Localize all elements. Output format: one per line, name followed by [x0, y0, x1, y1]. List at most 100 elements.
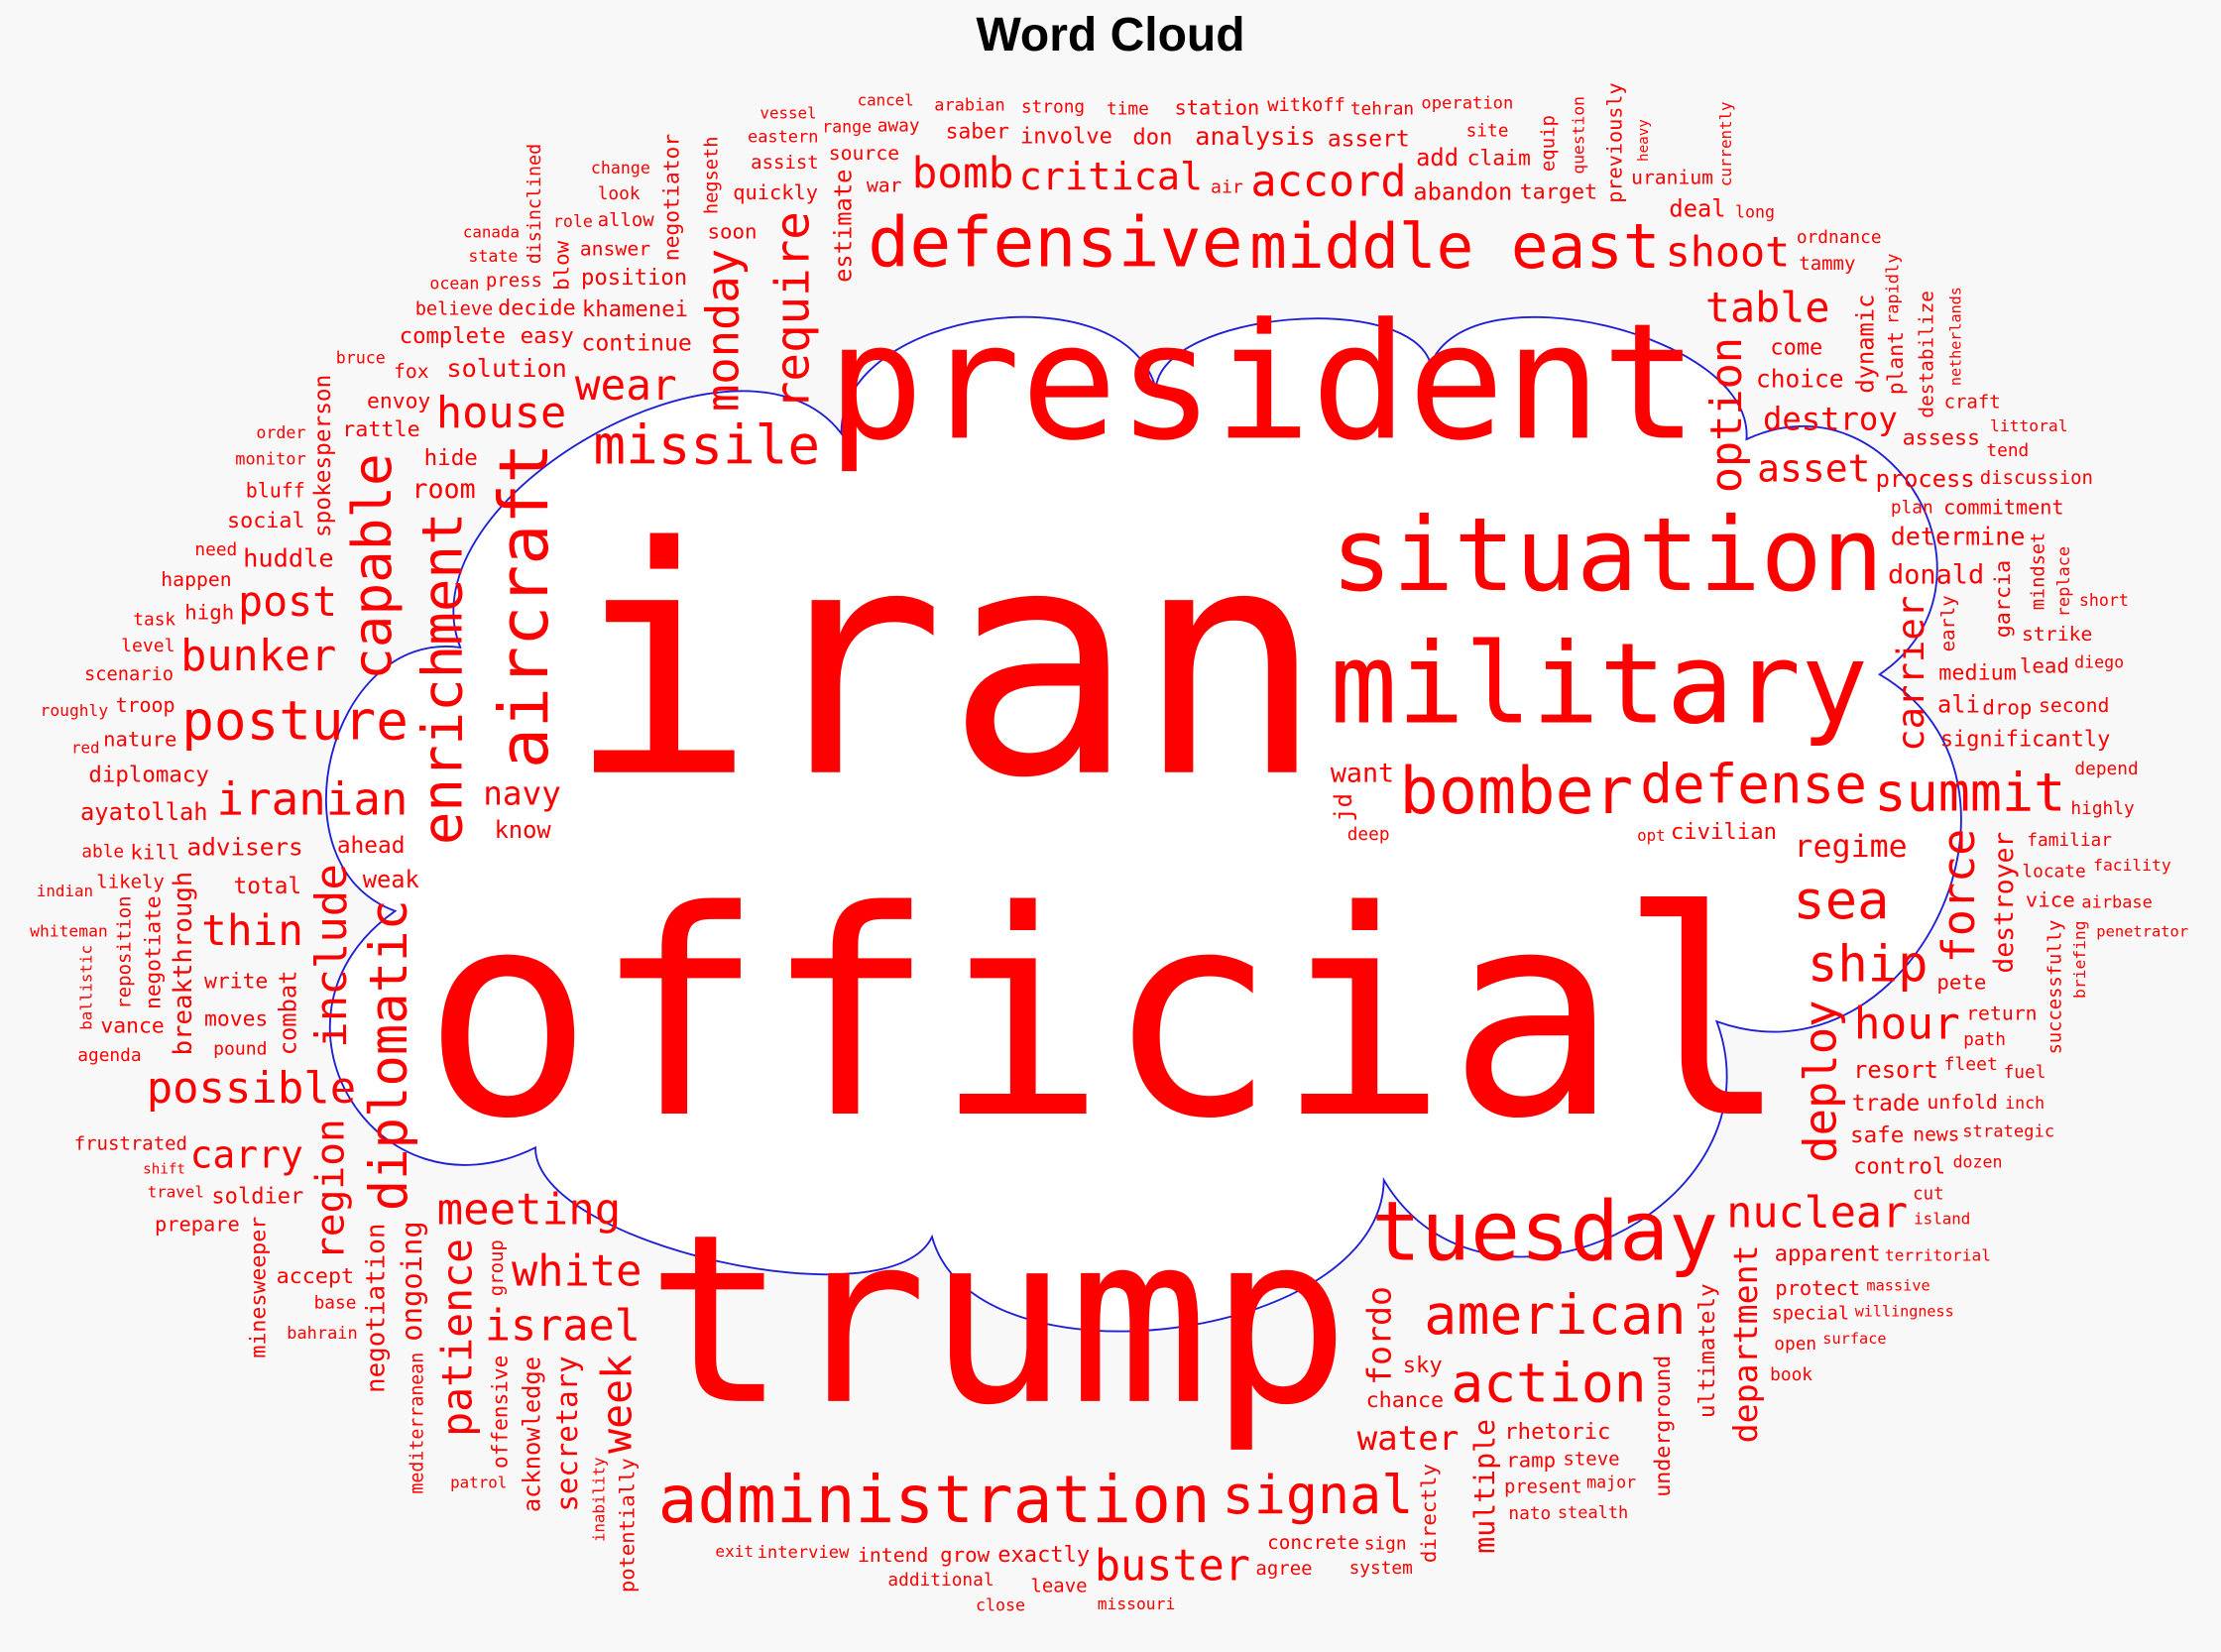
word-strike: strike: [2022, 623, 2092, 646]
word-water: water: [1357, 1419, 1460, 1459]
word-hour: hour: [1854, 999, 1960, 1049]
word-prepare: prepare: [155, 1212, 240, 1236]
word-facility: facility: [2093, 856, 2171, 875]
word-vice: vice: [2026, 887, 2075, 911]
word-minesweeper: minesweeper: [246, 1217, 271, 1358]
word-site: site: [1466, 121, 1509, 142]
word-significantly: significantly: [1940, 727, 2110, 752]
word-garcia: garcia: [1991, 560, 2016, 639]
cloud-outline: [324, 315, 1962, 1333]
word-envoy: envoy: [367, 389, 430, 413]
word-underground: underground: [1651, 1356, 1676, 1497]
word-previously: previously: [1603, 82, 1627, 202]
word-abandon: abandon: [1413, 177, 1512, 205]
word-weak: weak: [363, 866, 419, 893]
word-sky: sky: [1403, 1353, 1443, 1378]
word-familiar: familiar: [2027, 830, 2112, 851]
word-believe: believe: [415, 299, 494, 320]
word-trade: trade: [1852, 1091, 1921, 1117]
word-moves: moves: [204, 1007, 268, 1032]
word-bruce: bruce: [336, 348, 386, 367]
word-deploy: deploy: [1794, 1000, 1846, 1162]
word-opt: opt: [1637, 826, 1666, 845]
word-vessel: vessel: [760, 103, 816, 122]
word-mindset: mindset: [2028, 532, 2048, 611]
word-uranium: uranium: [1631, 166, 1713, 188]
word-israel: israel: [485, 1301, 641, 1351]
word-book: book: [1770, 1364, 1812, 1385]
word-highly: highly: [2070, 798, 2135, 819]
word-official: official: [422, 850, 1790, 1181]
word-diplomacy: diplomacy: [88, 762, 208, 787]
word-commitment: commitment: [1943, 496, 2063, 520]
word-missile: missile: [593, 413, 820, 476]
word-press: press: [486, 270, 542, 292]
word-diego: diego: [2074, 653, 2124, 672]
word-military: military: [1330, 619, 1868, 750]
word-dynamic: dynamic: [1852, 295, 1880, 394]
word-high: high: [184, 601, 234, 625]
word-possible: possible: [147, 1063, 356, 1114]
word-position: position: [581, 265, 687, 291]
word-change: change: [591, 159, 650, 177]
word-drop: drop: [1982, 695, 2032, 719]
word-offensive: offensive: [487, 1356, 512, 1469]
word-ballistic: ballistic: [77, 945, 96, 1030]
word-chance: chance: [1366, 1388, 1445, 1413]
word-happen: happen: [161, 568, 231, 591]
word-hegseth: hegseth: [701, 137, 722, 215]
word-negotiator: negotiator: [659, 134, 684, 262]
word-advisers: advisers: [187, 833, 303, 862]
word-ahead: ahead: [337, 833, 406, 859]
word-dozen: dozen: [1953, 1153, 2003, 1172]
word-control: control: [1853, 1155, 1945, 1180]
word-region: region: [308, 1119, 354, 1260]
word-quickly: quickly: [733, 180, 818, 204]
word-assess: assess: [1903, 425, 1981, 450]
word-littoral: littoral: [1990, 416, 2068, 435]
word-assert: assert: [1328, 127, 1410, 153]
word-mediterranean: mediterranean: [408, 1353, 428, 1494]
word-signal: signal: [1223, 1464, 1414, 1526]
word-plan: plan: [1891, 497, 1933, 518]
word-level: level: [121, 636, 175, 656]
word-massive: massive: [1866, 1277, 1929, 1295]
word-strategic: strategic: [1962, 1122, 2054, 1142]
word-troop: troop: [116, 693, 175, 717]
word-news: news: [1913, 1123, 1959, 1146]
word-long: long: [1735, 203, 1775, 222]
word-come: come: [1770, 336, 1822, 361]
word-penetrator: penetrator: [2096, 922, 2188, 940]
word-tend: tend: [1986, 440, 2029, 461]
word-diplomatic: diplomatic: [360, 899, 419, 1211]
word-capable: capable: [341, 453, 404, 680]
word-buster: buster: [1095, 1541, 1250, 1591]
word-station: station: [1175, 96, 1260, 120]
word-vance: vance: [100, 1013, 164, 1038]
word-briefing: briefing: [2070, 920, 2089, 999]
word-equip: equip: [1537, 115, 1559, 172]
word-whiteman: whiteman: [30, 921, 108, 940]
word-choice: choice: [1756, 365, 1844, 394]
word-week: week: [592, 1355, 641, 1454]
word-frustrated: frustrated: [74, 1132, 187, 1154]
word-hide: hide: [424, 445, 478, 471]
word-return: return: [1966, 1003, 2037, 1025]
word-nuclear: nuclear: [1726, 1188, 1908, 1238]
word-arabian: arabian: [934, 96, 1004, 116]
word-pete: pete: [1936, 970, 1986, 994]
word-protect: protect: [1775, 1276, 1860, 1300]
word-fleet: fleet: [1944, 1054, 1998, 1075]
word-combat: combat: [274, 971, 301, 1056]
word-easy: easy: [521, 323, 574, 349]
word-assist: assist: [751, 152, 819, 174]
word-room: room: [411, 474, 475, 505]
word-thin: thin: [201, 906, 303, 956]
word-ali: ali: [1937, 691, 1980, 719]
word-white: white: [512, 1245, 642, 1296]
word-department: department: [1726, 1244, 1765, 1443]
word-sign: sign: [1364, 1534, 1407, 1555]
word-ocean: ocean: [429, 275, 479, 294]
word-unfold: unfold: [1927, 1091, 1997, 1114]
